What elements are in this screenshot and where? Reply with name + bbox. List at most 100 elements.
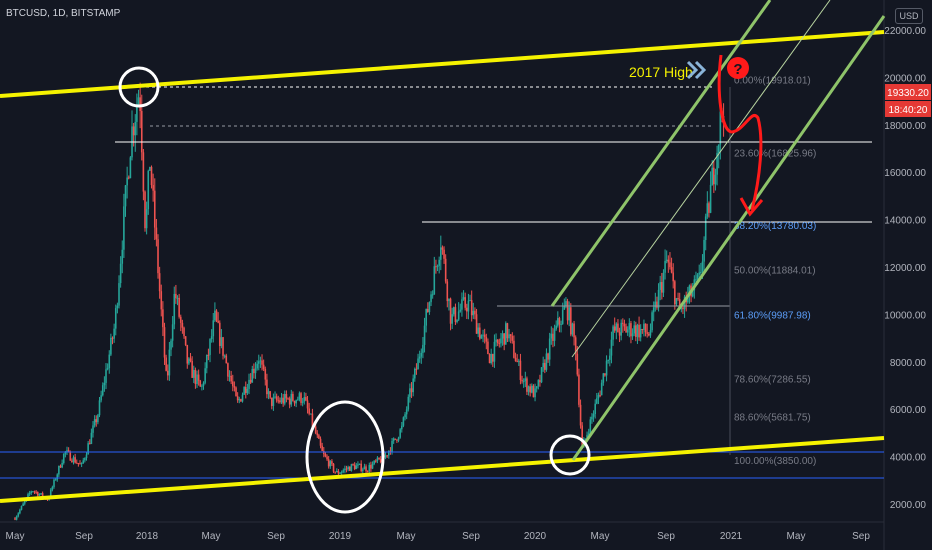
candle-body [243,387,245,395]
candle-body [205,354,208,369]
candle-body [108,354,111,369]
candle-body [516,361,518,363]
candle-body [454,307,457,322]
candle-body [511,336,514,341]
candle-body [15,516,18,520]
candle-body [518,360,520,362]
candle-body [565,301,567,307]
x-axis-tick: May [6,531,25,542]
candle-body [592,414,595,417]
candle-body [110,337,112,355]
candle-body [272,397,275,406]
candle-body [422,344,424,353]
candle-body [535,386,538,389]
candle-body [192,369,195,378]
candle-body [300,393,302,403]
candle-body [14,518,16,520]
candle-body [209,339,211,355]
candle-body [423,325,426,345]
candle-body [602,373,605,383]
candle-body [503,333,505,345]
candle-body [269,391,271,398]
candle-body [628,323,631,330]
candle-body [160,291,163,310]
candle-body [236,396,239,401]
candle-body [669,262,671,268]
candle-body [329,461,332,467]
candle-body [79,463,81,465]
candle-body [66,450,68,452]
candle-body [456,319,458,322]
y-axis-tick: 12000.00 [884,263,926,274]
candle-body [335,470,338,473]
candle-body [319,438,322,446]
candle-body [370,464,372,469]
candle-body [459,309,462,312]
currency-button[interactable]: USD [895,8,923,24]
candle-body [492,354,494,362]
candle-body [22,503,24,506]
candle-body [267,391,270,395]
candle-body [584,438,587,441]
candle-body [19,509,21,514]
candle-body [430,294,432,303]
candle-body [277,400,280,402]
y-axis-tick: 4000.00 [890,453,927,464]
candle-body [717,144,720,153]
candle-body [197,374,200,381]
candle-body [387,450,390,456]
candle-body [426,309,429,312]
candle-body [501,333,504,339]
fib-level-label: 0.00%(19918.01) [734,75,811,86]
candle-body [92,425,94,433]
candle-body [74,457,76,463]
candle-body [95,419,98,423]
projection-arrow [717,54,763,211]
x-axis-tick: Sep [462,531,480,542]
candle-body [361,469,364,471]
x-axis-tick: 2020 [524,531,547,542]
candle-body [407,396,410,410]
candle-body [431,294,434,296]
candle-body [266,379,268,395]
candle-body [374,460,377,462]
candle-body [687,295,689,303]
candle-body [166,370,169,376]
candle-body [183,327,185,337]
candle-body [441,247,444,250]
candle-body [210,336,213,340]
candle-body [171,324,174,341]
candle-body [246,388,249,393]
candle-body [270,397,273,406]
candle-body [561,309,564,324]
candle-body [439,247,442,260]
x-axis-tick: Sep [75,531,93,542]
candle-body [231,381,234,387]
candle-body [674,281,676,305]
candle-body [142,152,145,192]
candle-body [241,394,244,402]
candle-body [308,408,310,414]
candle-body [199,380,202,387]
candle-body [136,105,138,122]
candle-body [609,355,611,360]
candle-body [298,393,301,400]
candle-body [251,368,254,383]
candle-body [386,455,388,457]
candle-body [331,461,333,464]
candle-body [589,419,592,434]
candle-body [163,327,166,358]
candle-body [485,337,488,342]
candle-body [225,355,228,364]
candle-body [303,397,306,402]
y-axis-tick: 2000.00 [890,500,927,511]
candle-body [332,463,335,472]
candle-body [339,472,341,474]
candle-body [526,378,528,392]
candle-body [446,281,449,302]
candle-body [617,323,619,333]
candle-body [376,457,379,462]
